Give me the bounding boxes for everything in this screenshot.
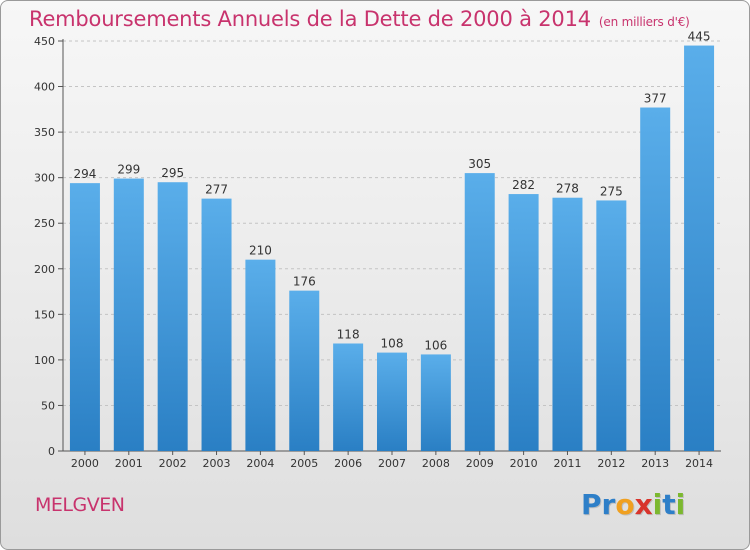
bar (69, 183, 100, 451)
x-tick-label: 2010 (510, 457, 538, 470)
bar (377, 352, 407, 451)
commune-name: MELGVEN (35, 494, 125, 516)
y-tick-label: 450 (34, 35, 55, 48)
chart-title: Remboursements Annuels de la Dette de 20… (29, 7, 690, 31)
logo-letter: x (634, 488, 653, 521)
data-label: 108 (381, 337, 404, 351)
data-label: 210 (249, 244, 272, 258)
chart-title-text: Remboursements Annuels de la Dette de 20… (29, 7, 591, 31)
x-tick-label: 2004 (246, 457, 274, 470)
x-tick-label: 2002 (159, 457, 187, 470)
bar (596, 200, 627, 451)
bar (684, 45, 715, 452)
x-tick-label: 2011 (553, 457, 581, 470)
logo-letter: i (675, 488, 686, 521)
data-label: 377 (644, 92, 667, 106)
data-label: 118 (337, 327, 360, 341)
bar (464, 173, 495, 451)
logo-letter: t (662, 488, 676, 521)
bar (420, 354, 451, 451)
bar (289, 290, 320, 451)
bar (245, 259, 276, 451)
y-tick-label: 250 (34, 217, 55, 230)
bar (333, 343, 364, 451)
x-tick-label: 2006 (334, 457, 362, 470)
y-tick-label: 150 (34, 308, 55, 321)
data-label: 445 (688, 30, 711, 44)
logo-letter: r (601, 488, 616, 521)
data-label: 176 (293, 275, 316, 289)
y-tick-label: 200 (34, 263, 55, 276)
proxiti-logo: Proxiti (581, 488, 685, 521)
y-tick-label: 300 (34, 172, 55, 185)
bar (201, 198, 232, 451)
data-label: 295 (161, 166, 184, 180)
bar (640, 107, 671, 451)
data-label: 275 (600, 184, 623, 198)
y-tick-label: 50 (41, 399, 55, 412)
logo-letter: P (581, 488, 602, 521)
y-tick-label: 350 (34, 126, 55, 139)
data-label: 106 (424, 338, 447, 352)
x-tick-label: 2014 (685, 457, 713, 470)
x-tick-label: 2003 (203, 457, 231, 470)
logo-letter: o (615, 488, 635, 521)
bar (157, 182, 188, 451)
chart-unit-note: (en milliers d'€) (598, 15, 690, 29)
y-tick-label: 0 (48, 445, 55, 458)
data-label: 278 (556, 182, 579, 196)
data-label: 294 (73, 167, 96, 181)
x-tick-label: 2000 (71, 457, 99, 470)
data-label: 277 (205, 183, 228, 197)
bar (113, 178, 144, 452)
x-tick-label: 2013 (641, 457, 669, 470)
bar (552, 197, 583, 451)
data-label: 282 (512, 178, 535, 192)
x-tick-label: 2007 (378, 457, 406, 470)
logo-letter: i (652, 488, 663, 521)
x-tick-label: 2005 (290, 457, 318, 470)
x-tick-label: 2008 (422, 457, 450, 470)
data-label: 305 (468, 157, 491, 171)
y-tick-label: 100 (34, 354, 55, 367)
x-tick-label: 2009 (466, 457, 494, 470)
x-tick-label: 2001 (115, 457, 143, 470)
data-label: 299 (117, 163, 140, 177)
x-tick-label: 2012 (597, 457, 625, 470)
bar (508, 194, 539, 452)
y-tick-label: 400 (34, 81, 55, 94)
